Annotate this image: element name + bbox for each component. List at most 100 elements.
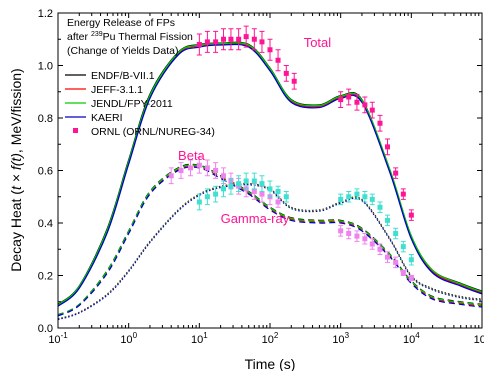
marker [362, 236, 368, 242]
marker [236, 36, 242, 42]
marker [196, 42, 202, 47]
series-line-total-1 [58, 42, 482, 307]
marker [275, 199, 281, 205]
marker [221, 36, 227, 42]
marker [408, 212, 414, 218]
marker [291, 78, 297, 84]
data-point-beta [362, 233, 368, 245]
marker [267, 47, 273, 53]
legend-label: JEFF-3.1.1 [91, 84, 143, 96]
data-point-beta [213, 162, 219, 179]
marker [346, 194, 352, 200]
marker [204, 194, 210, 200]
data-point-total [369, 101, 375, 119]
data-point-beta [369, 238, 375, 250]
x-tick-label: 102 [262, 331, 279, 346]
x-axis-title: Time (s) [245, 356, 296, 371]
marker [204, 39, 210, 45]
marker [393, 231, 399, 236]
data-point-gamma [369, 193, 375, 206]
marker [228, 36, 234, 42]
data-point-total [267, 38, 273, 61]
y-tick-label: 1.0 [38, 61, 53, 73]
x-tick-label: 103 [332, 331, 349, 346]
marker [408, 275, 414, 281]
data-point-total [385, 138, 391, 156]
data-point-gamma [204, 188, 210, 206]
marker [393, 170, 399, 176]
data-point-total [243, 25, 249, 48]
data-point-total [377, 114, 383, 132]
marker [377, 120, 383, 126]
x-tick-label: 100 [120, 331, 137, 346]
data-point-gamma [385, 214, 391, 227]
data-point-beta [188, 159, 194, 177]
marker [213, 191, 219, 197]
marker [385, 144, 391, 150]
marker [346, 94, 352, 100]
marker [259, 181, 265, 187]
marker [283, 70, 289, 76]
data-point-beta [377, 243, 383, 255]
data-point-gamma [196, 193, 202, 211]
data-point-gamma [221, 180, 227, 198]
marker [243, 34, 249, 40]
data-point-gamma [243, 172, 249, 190]
data-point-total [251, 28, 257, 51]
data-point-gamma [338, 193, 344, 206]
legend-label: ORNL (ORNL/NUREG-34) [91, 126, 215, 138]
marker [338, 97, 344, 103]
data-point-total [213, 30, 219, 53]
x-tick-label: 10-1 [48, 331, 68, 346]
marker [377, 204, 383, 210]
data-point-gamma [408, 254, 414, 266]
marker [369, 241, 375, 247]
marker [346, 231, 352, 236]
data-point-gamma [400, 240, 406, 253]
data-point-beta [354, 230, 360, 242]
x-tick-label: 104 [403, 331, 420, 346]
y-tick-label: 0.2 [38, 271, 53, 283]
data-point-beta [196, 156, 202, 174]
data-point-beta [178, 162, 184, 179]
data-point-gamma [251, 172, 257, 190]
data-point-gamma [346, 191, 352, 203]
data-point-beta [168, 167, 174, 185]
data-point-gamma [393, 227, 399, 240]
marker [377, 246, 383, 252]
data-point-total [346, 88, 352, 106]
marker [275, 57, 281, 63]
data-point-total [221, 28, 227, 51]
data-point-gamma [377, 201, 383, 213]
annotations: Total Beta Gamma-ray [178, 35, 331, 226]
marker [354, 191, 360, 197]
data-point-total [228, 28, 234, 51]
data-point-gamma [259, 175, 265, 192]
marker [221, 173, 227, 179]
data-point-beta [385, 251, 391, 263]
data-point-gamma [267, 180, 273, 198]
annotation-total: Total [304, 35, 332, 50]
data-point-total [400, 188, 406, 200]
x-tick-label: 101 [191, 331, 208, 346]
chart-title-line3: (Change of Yields Data) [67, 45, 178, 57]
marker [354, 99, 360, 105]
data-point-gamma [236, 175, 242, 192]
marker [400, 270, 406, 276]
data-point-total [354, 93, 360, 111]
marker [362, 194, 368, 200]
marker [408, 257, 414, 263]
x-tick-label: 105 [474, 331, 484, 346]
marker [196, 199, 202, 205]
data-point-total [291, 72, 297, 90]
marker [385, 217, 391, 223]
data-point-beta [275, 196, 281, 208]
marker [400, 191, 406, 197]
marker [196, 162, 202, 168]
data-point-gamma [362, 191, 368, 203]
marker [251, 189, 257, 194]
marker [243, 178, 249, 184]
series-line-total-2 [58, 42, 482, 306]
marker [369, 107, 375, 113]
